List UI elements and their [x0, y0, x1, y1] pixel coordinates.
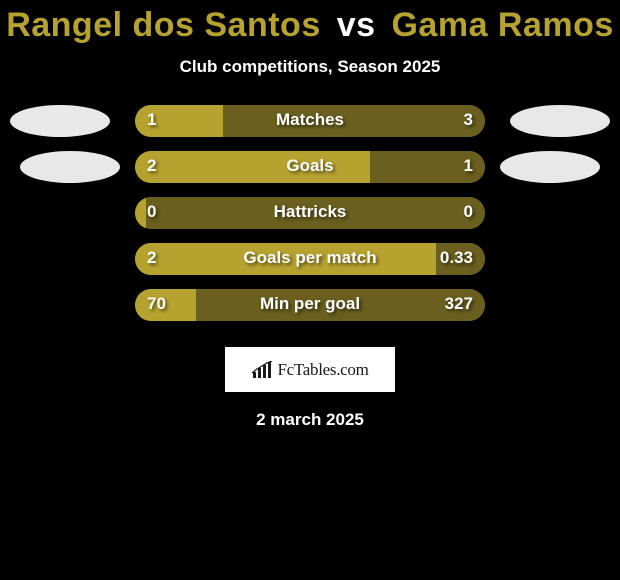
stat-label: Goals per match [135, 248, 485, 268]
stat-label: Matches [135, 110, 485, 130]
subtitle: Club competitions, Season 2025 [0, 57, 620, 77]
stat-bar: Goals2 1 [135, 151, 485, 183]
page-title: Rangel dos Santos vs Gama Ramos [0, 0, 620, 47]
stat-bar: Min per goal70 327 [135, 289, 485, 321]
stat-value-left: 2 [147, 156, 156, 176]
stat-value-left: 1 [147, 110, 156, 130]
stat-bar: Goals per match2 0.33 [135, 243, 485, 275]
logo-box: FcTables.com [225, 347, 395, 392]
stat-label: Hattricks [135, 202, 485, 222]
title-vs: vs [337, 6, 376, 44]
stat-row: Min per goal70 327 [0, 289, 620, 335]
title-player2: Gama Ramos [391, 6, 613, 44]
stat-value-right: 3 [464, 110, 473, 130]
logo-text: FcTables.com [277, 360, 368, 380]
stat-row: Hattricks0 0 [0, 197, 620, 243]
stat-label: Goals [135, 156, 485, 176]
stat-value-left: 70 [147, 294, 166, 314]
stat-row: Goals per match2 0.33 [0, 243, 620, 289]
date-line: 2 march 2025 [0, 410, 620, 430]
stat-value-right: 1 [464, 156, 473, 176]
stat-value-right: 0.33 [440, 248, 473, 268]
stat-bar: Hattricks0 0 [135, 197, 485, 229]
stat-value-right: 327 [445, 294, 473, 314]
stat-value-right: 0 [464, 202, 473, 222]
stat-row: Goals2 1 [0, 151, 620, 197]
stats-container: Matches13Goals21Hattricks00Goals per mat… [0, 105, 620, 335]
chart-icon [251, 361, 273, 379]
stat-label: Min per goal [135, 294, 485, 314]
stat-bar: Matches1 3 [135, 105, 485, 137]
stat-row: Matches1 3 [0, 105, 620, 151]
stat-value-left: 0 [147, 202, 156, 222]
stat-value-left: 2 [147, 248, 156, 268]
title-player1: Rangel dos Santos [6, 6, 321, 44]
